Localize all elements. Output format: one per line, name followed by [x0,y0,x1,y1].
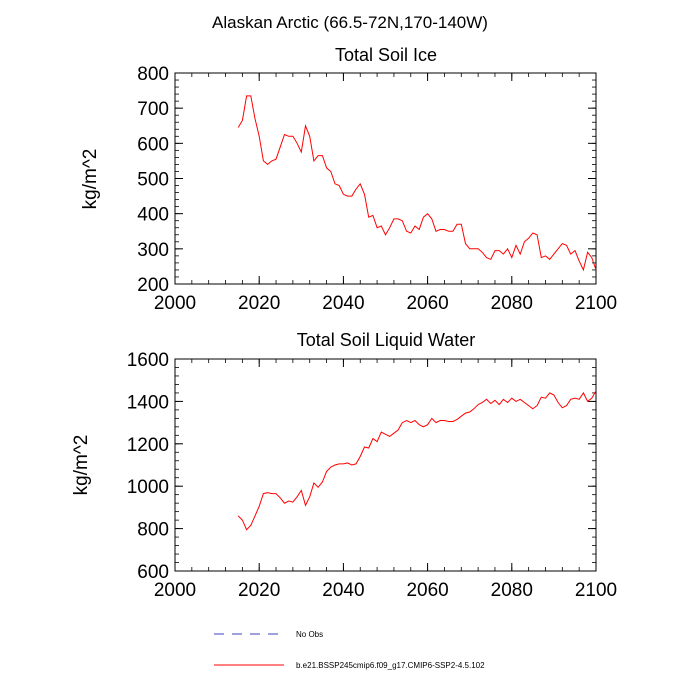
chart-title: Total Soil Liquid Water [297,330,475,350]
x-tick-label: 2100 [575,580,617,601]
y-tick-label: 800 [137,520,169,541]
plot-frame [174,358,597,572]
y-axis-label: kg/m^2 [71,435,92,496]
y-tick-label: 1400 [127,392,169,413]
y-tick-label: 700 [137,99,169,120]
y-tick-label: 400 [137,205,169,226]
y-axis-label: kg/m^2 [80,149,101,210]
x-tick-label: 2060 [406,293,448,314]
chart-title: Total Soil Ice [335,45,437,65]
legend-label-model: b.e21.BSSP245cmip6.f09_g17.CMIP6-SSP2-4.… [296,661,485,670]
x-tick-label: 2020 [238,580,280,601]
x-tick-label: 2080 [491,580,533,601]
chart-panel-soil-ice: Total Soil Ice kg/m^2 2000 2020 2040 2060 20… [80,45,617,314]
y-tick-label: 1600 [127,350,169,371]
x-tick-label: 2060 [406,580,448,601]
y-tick-label: 200 [137,275,169,296]
y-tick-label: 500 [137,170,169,191]
y-tick-label: 600 [137,562,169,583]
x-tick-label: 2020 [238,293,280,314]
plot-frame [174,72,597,285]
x-tick-label: 2040 [322,293,364,314]
x-tick-label: 2040 [322,580,364,601]
x-tick-label: 2000 [154,293,196,314]
series-line [237,95,597,272]
series-line [237,390,597,531]
y-tick-label: 600 [137,134,169,155]
legend: No Obs b.e21.BSSP245cmip6.f09_g17.CMIP6-… [214,630,485,670]
y-tick-label: 800 [137,64,169,85]
x-tick-label: 2100 [575,293,617,314]
x-tick-label: 2080 [491,293,533,314]
y-tick-label: 1000 [127,477,169,498]
y-tick-label: 1200 [127,435,169,456]
chart-panel-soil-liquid-water: Total Soil Liquid Water kg/m^2 2000 2020 2… [71,330,617,601]
x-tick-label: 2000 [154,580,196,601]
legend-label-no-obs: No Obs [296,630,323,639]
y-tick-label: 300 [137,240,169,261]
figure-title: Alaskan Arctic (66.5-72N,170-140W) [212,13,488,32]
